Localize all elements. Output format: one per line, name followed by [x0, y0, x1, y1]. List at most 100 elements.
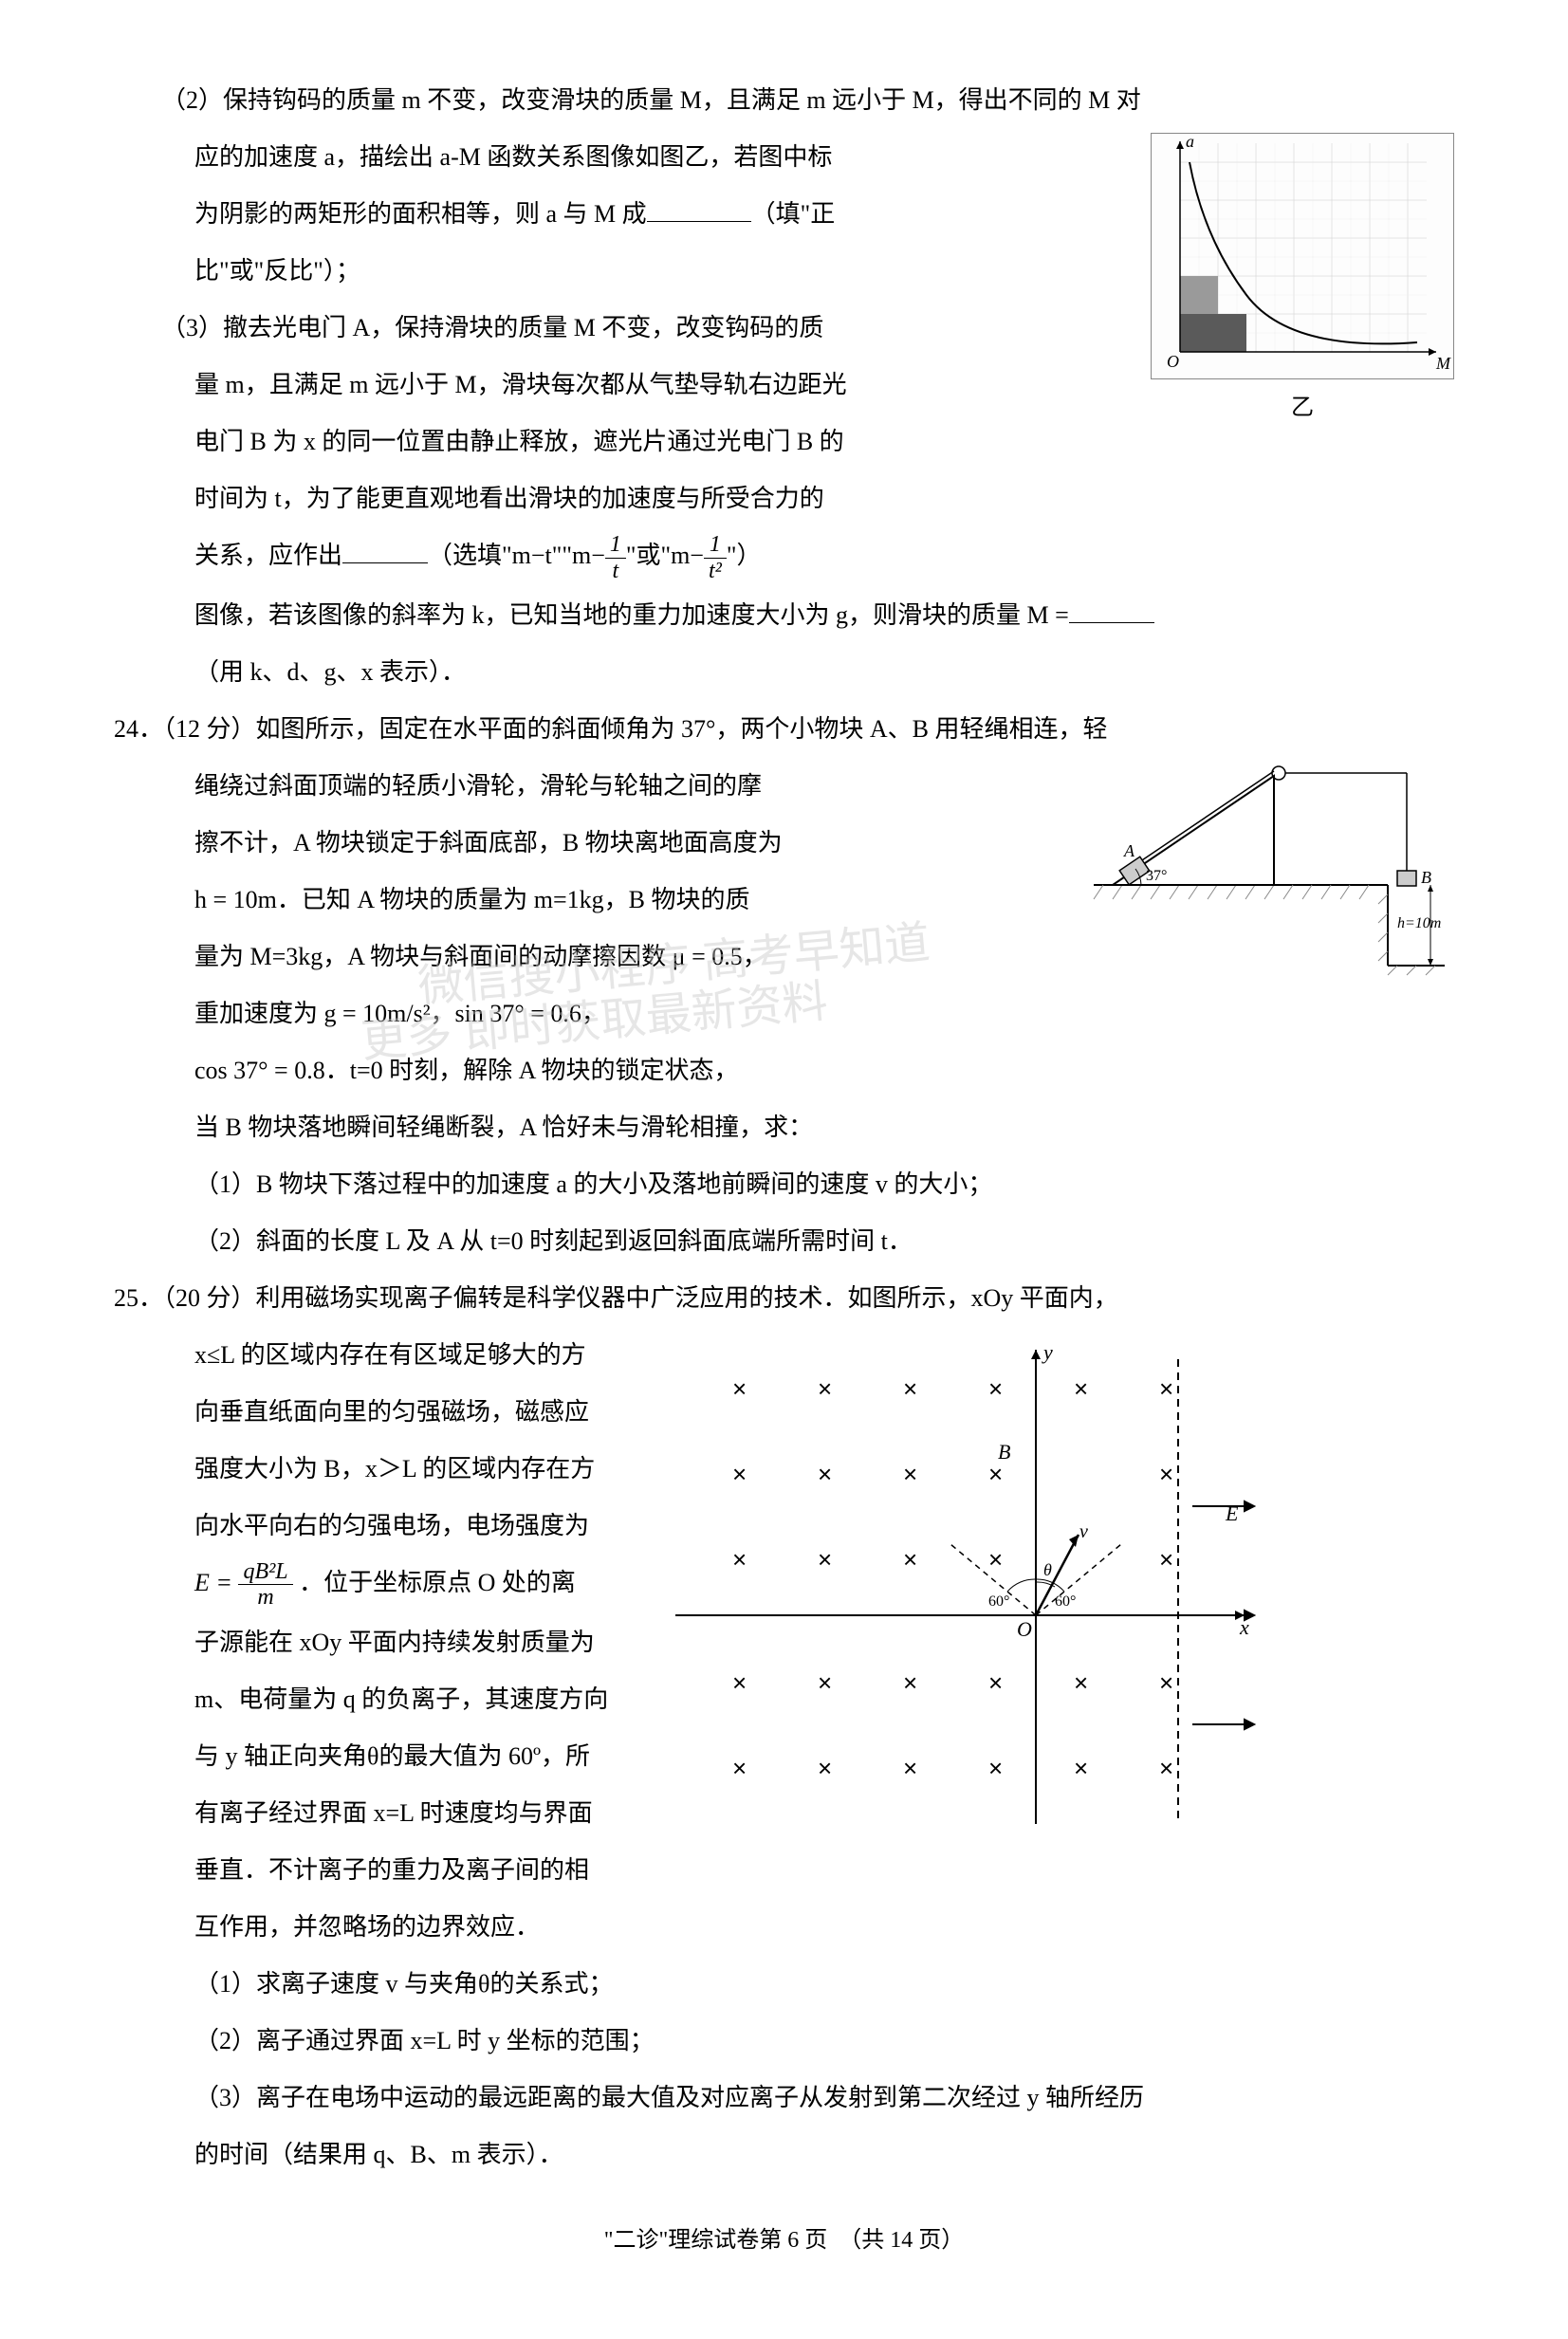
- q24-figure: A B 37° h=10m: [1084, 762, 1454, 980]
- q25-float: x≤L 的区域内存在有区域足够大的方 向垂直纸面向里的匀强磁场，磁感应 强度大小…: [114, 1331, 1454, 1960]
- q25-l5: 向水平向右的匀强电场，电场强度为: [114, 1501, 645, 1551]
- cross-group: ××××××××××××××××××××××××××××: [732, 1374, 1173, 1782]
- graph-svg: a M O: [1152, 134, 1455, 380]
- q25-l8: m、电荷量为 q 的负离子，其速度方向: [114, 1675, 645, 1724]
- shade-rect-1: [1180, 276, 1218, 314]
- q23-p2-l3b: （填"正: [751, 200, 836, 228]
- q23-p3-l5d: "）: [727, 542, 762, 569]
- svg-text:×: ×: [903, 1374, 917, 1403]
- q23-p2-line2: 应的加速度 a，描绘出 a-M 函数关系图像如图乙，若图中标: [114, 133, 1139, 182]
- svg-text:×: ×: [1159, 1460, 1173, 1488]
- q25-l4: 强度大小为 B，x＞L 的区域内存在方: [114, 1445, 645, 1494]
- svg-text:×: ×: [988, 1668, 1003, 1697]
- q24-float: 绳绕过斜面顶端的轻质小滑轮，滑轮与轮轴之间的摩 擦不计，A 物块锁定于斜面底部，…: [114, 762, 1454, 1103]
- q23-p2-line1: （2）保持钩码的质量 m 不变，改变滑块的质量 M，且满足 m 远小于 M，得出…: [114, 76, 1454, 125]
- q24-l4: h = 10m．已知 A 物块的质量为 m=1kg，B 物块的质: [114, 875, 1073, 925]
- svg-text:×: ×: [988, 1374, 1003, 1403]
- svg-text:×: ×: [903, 1545, 917, 1574]
- q25-l6a: E =: [194, 1569, 232, 1596]
- height-label: h=10m: [1397, 915, 1441, 931]
- svg-text:×: ×: [732, 1374, 747, 1403]
- page-content: （2）保持钩码的质量 m 不变，改变滑块的质量 M，且满足 m 远小于 M，得出…: [114, 76, 1454, 2263]
- q23-fig-col: a M O 乙: [1151, 133, 1454, 431]
- q23-p3-line7: （用 k、d、g、x 表示）．: [114, 648, 1454, 697]
- q25-l10: 有离子经过界面 x=L 时速度均与界面: [114, 1789, 645, 1838]
- svg-text:×: ×: [1159, 1374, 1173, 1403]
- y-label: y: [1042, 1340, 1053, 1364]
- q24-l8: 当 B 物块落地瞬间轻绳断裂，A 恰好未与滑轮相撞，求：: [114, 1103, 1454, 1152]
- blank-2: [342, 543, 428, 563]
- q23-graph: a M O: [1151, 133, 1454, 379]
- q24-text-col: 绳绕过斜面顶端的轻质小滑轮，滑轮与轮轴之间的摩 擦不计，A 物块锁定于斜面底部，…: [114, 762, 1073, 1103]
- block-a-label: A: [1123, 841, 1135, 860]
- q24-svg: A B 37° h=10m: [1084, 762, 1454, 980]
- q25-fig-col: ××××××××××××××××××××××××××××: [656, 1331, 1264, 1843]
- q23-p3-l6a: 图像，若该图像的斜率为 k，已知当地的重力加速度大小为 g，则滑块的质量 M =: [194, 601, 1069, 629]
- q25-formula: qB²Lm: [238, 1559, 292, 1611]
- q25-sub3b: 的时间（结果用 q、B、m 表示）．: [114, 2130, 1454, 2180]
- svg-text:×: ×: [1159, 1754, 1173, 1782]
- svg-text:×: ×: [732, 1545, 747, 1574]
- blank-3: [1069, 602, 1154, 623]
- q24-l3: 擦不计，A 物块锁定于斜面底部，B 物块离地面高度为: [114, 819, 1073, 868]
- q23-p3-l5a: 关系，应作出: [194, 542, 342, 569]
- q25-svg: ××××××××××××××××××××××××××××: [656, 1331, 1264, 1843]
- q24-l7: cos 37° = 0.8．t=0 时刻，解除 A 物块的锁定状态，: [114, 1046, 1073, 1096]
- svg-text:×: ×: [732, 1668, 747, 1697]
- q25-l12: 互作用，并忽略场的边界效应．: [114, 1903, 645, 1952]
- q24-l6: 重加速度为 g = 10m/s²，sin 37° = 0.6，: [114, 989, 1073, 1039]
- blank-1: [647, 201, 751, 222]
- q24-l5: 量为 M=3kg，A 物块与斜面间的动摩擦因数 μ = 0.5，: [114, 932, 1073, 982]
- q24-fig-col: A B 37° h=10m: [1084, 762, 1454, 980]
- q25-l6b: ．位于坐标原点 O 处的离: [299, 1569, 576, 1596]
- svg-text:×: ×: [818, 1460, 832, 1488]
- q23-p3-line4: 时间为 t，为了能更直观地看出滑块的加速度与所受合力的: [114, 474, 1139, 524]
- q23-p3-line1: （3）撤去光电门 A，保持滑块的质量 M 不变，改变钩码的质: [114, 304, 1139, 353]
- graph-caption: 乙: [1151, 385, 1454, 431]
- origin-o: O: [1017, 1617, 1032, 1641]
- q25-l6: E = qB²Lm ．位于坐标原点 O 处的离: [114, 1558, 645, 1611]
- q23-float: 应的加速度 a，描绘出 a-M 函数关系图像如图乙，若图中标 为阴影的两矩形的面…: [114, 133, 1454, 531]
- svg-text:×: ×: [988, 1754, 1003, 1782]
- angle60-l: 60°: [988, 1593, 1009, 1610]
- svg-text:×: ×: [988, 1545, 1003, 1574]
- block-b-label: B: [1421, 868, 1431, 887]
- q25-l9: 与 y 轴正向夹角θ的最大值为 60º，所: [114, 1732, 645, 1781]
- q25-l7: 子源能在 xOy 平面内持续发射质量为: [114, 1618, 645, 1667]
- svg-text:×: ×: [732, 1754, 747, 1782]
- svg-text:×: ×: [1159, 1668, 1173, 1697]
- b-label: B: [998, 1440, 1010, 1464]
- q23-p3-line2: 量 m，且满足 m 远小于 M，滑块每次都从气垫导轨右边距光: [114, 360, 1139, 410]
- svg-text:×: ×: [903, 1460, 917, 1488]
- theta-label: θ: [1043, 1560, 1052, 1579]
- svg-text:×: ×: [903, 1668, 917, 1697]
- q23-p2-l3a: 为阴影的两矩形的面积相等，则 a 与 M 成: [194, 200, 647, 228]
- q25-figure: ××××××××××××××××××××××××××××: [656, 1331, 1264, 1843]
- q23-p2-line4: 比"或"反比"）；: [114, 247, 1139, 296]
- q24-header: 24．（12 分）如图所示，固定在水平面的斜面倾角为 37°，两个小物块 A、B…: [114, 705, 1454, 754]
- svg-text:×: ×: [1159, 1545, 1173, 1574]
- origin-label: O: [1167, 352, 1179, 371]
- q23-p3-line5: 关系，应作出（选填"m−t""m−1t"或"m−1t²"）: [114, 531, 1454, 583]
- svg-text:×: ×: [732, 1460, 747, 1488]
- svg-text:×: ×: [903, 1754, 917, 1782]
- q25-sub3: （3）离子在电场中运动的最远距离的最大值及对应离子从发射到第二次经过 y 轴所经…: [114, 2073, 1454, 2123]
- q24-sub1: （1）B 物块下落过程中的加速度 a 的大小及落地前瞬间的速度 v 的大小；: [114, 1160, 1454, 1209]
- x-label: x: [1239, 1615, 1249, 1639]
- q25-text-col: x≤L 的区域内存在有区域足够大的方 向垂直纸面向里的匀强磁场，磁感应 强度大小…: [114, 1331, 645, 1960]
- svg-text:×: ×: [1074, 1754, 1088, 1782]
- svg-text:×: ×: [988, 1460, 1003, 1488]
- svg-text:×: ×: [818, 1668, 832, 1697]
- q25-l11: 垂直．不计离子的重力及离子间的相: [114, 1846, 645, 1895]
- svg-text:×: ×: [818, 1545, 832, 1574]
- y-axis-label: a: [1186, 134, 1194, 151]
- svg-text:×: ×: [818, 1754, 832, 1782]
- shade-rect-2: [1180, 314, 1246, 352]
- q24-sub2: （2）斜面的长度 L 及 A 从 t=0 时刻起到返回斜面底端所需时间 t．: [114, 1217, 1454, 1266]
- q24-l2: 绳绕过斜面顶端的轻质小滑轮，滑轮与轮轴之间的摩: [114, 762, 1073, 811]
- svg-text:×: ×: [1074, 1374, 1088, 1403]
- angle60-r: 60°: [1055, 1593, 1076, 1610]
- q23-p3-line6: 图像，若该图像的斜率为 k，已知当地的重力加速度大小为 g，则滑块的质量 M =: [114, 591, 1454, 640]
- q25-sub2: （2）离子通过界面 x=L 时 y 坐标的范围；: [114, 2017, 1454, 2066]
- frac-2: 1t²: [704, 532, 727, 583]
